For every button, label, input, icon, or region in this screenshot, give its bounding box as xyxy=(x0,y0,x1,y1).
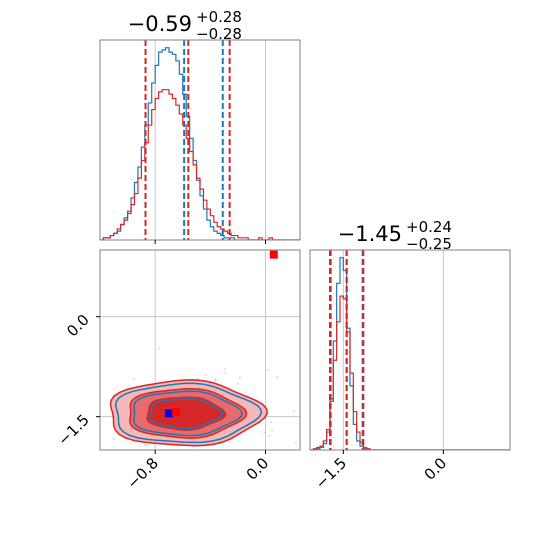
joint-red-contour-level-2 xyxy=(146,396,227,431)
joint-marker-2 xyxy=(269,250,278,259)
joint-sample-point xyxy=(205,374,208,377)
joint-xtick-label-0: −0.8 xyxy=(124,454,162,492)
joint-sample-point xyxy=(84,355,86,357)
joint-sample-point xyxy=(92,379,94,381)
joint-sample-point xyxy=(269,421,272,424)
joint-sample-point xyxy=(223,368,226,371)
joint-sample-point xyxy=(236,382,240,385)
joint-blue-contour-level-1 xyxy=(133,390,244,437)
title-param-2: −1.45 +0.24−0.25 xyxy=(338,218,452,253)
joint-sample-point xyxy=(196,377,200,380)
joint-sample-point xyxy=(214,378,217,381)
panel-param-1-marginal-series-0-step xyxy=(100,47,300,240)
joint-sample-point xyxy=(145,444,149,447)
joint-sample-point xyxy=(157,347,160,350)
joint-sample-point xyxy=(112,437,116,440)
title-param-1: −0.59 +0.28−0.28 xyxy=(128,8,242,43)
joint-red-fill-level-2 xyxy=(147,397,226,431)
joint-sample-point xyxy=(268,434,271,437)
panel-param-2-marginal-series-1-step xyxy=(310,295,510,450)
param-2-xtick-label-1: 0.0 xyxy=(421,454,451,484)
joint-sample-point xyxy=(190,452,192,454)
joint-sample-point xyxy=(238,376,242,379)
joint-sample-point xyxy=(92,442,94,444)
joint-sample-point xyxy=(132,377,135,381)
joint-sample-point xyxy=(224,372,227,375)
joint-sample-point xyxy=(143,443,147,447)
joint-blue-contour-level-0 xyxy=(148,398,224,430)
title-param-1-sub: −0.28 xyxy=(196,25,242,43)
joint-red-contour-level-0 xyxy=(109,379,268,447)
joint-sample-point xyxy=(271,429,274,432)
joint-marker-1 xyxy=(171,408,180,416)
joint-red-contour-level-1 xyxy=(129,387,248,439)
panel-param-1-marginal xyxy=(100,40,300,240)
joint-sample-point xyxy=(276,376,279,379)
joint-xtick-label-1: 0.0 xyxy=(243,454,273,484)
panel-param-1-marginal-frame xyxy=(99,39,301,241)
title-param-1-sup: +0.28 xyxy=(196,8,242,26)
title-param-1-main: −0.59 xyxy=(128,12,192,36)
panel-joint-frame xyxy=(99,249,301,451)
panel-param-2-marginal xyxy=(310,250,510,450)
panel-param-2-marginal-frame xyxy=(309,249,511,451)
param-2-xtick-label-0: −1.5 xyxy=(312,454,350,492)
joint-sample-point xyxy=(243,391,247,394)
joint-blue-contour-level-2 xyxy=(115,382,263,444)
joint-ytick-label-1: −1.5 xyxy=(54,411,92,449)
joint-sample-point xyxy=(371,405,373,407)
title-param-2-sup: +0.24 xyxy=(406,218,452,236)
joint-ytick-label-0: 0.0 xyxy=(63,311,93,341)
panel-param-2-marginal-series-0-step xyxy=(310,257,510,450)
joint-sample-point xyxy=(263,431,266,434)
panel-param-1-marginal-series-1-step xyxy=(100,89,300,240)
joint-sample-point xyxy=(302,386,304,388)
title-param-2-main: −1.45 xyxy=(338,222,402,246)
joint-sample-point xyxy=(292,409,295,413)
panel-joint xyxy=(84,250,373,454)
joint-marker-0 xyxy=(164,409,173,418)
title-param-2-sub: −0.25 xyxy=(406,235,452,253)
joint-sample-point xyxy=(294,441,298,444)
joint-sample-point xyxy=(267,368,270,371)
